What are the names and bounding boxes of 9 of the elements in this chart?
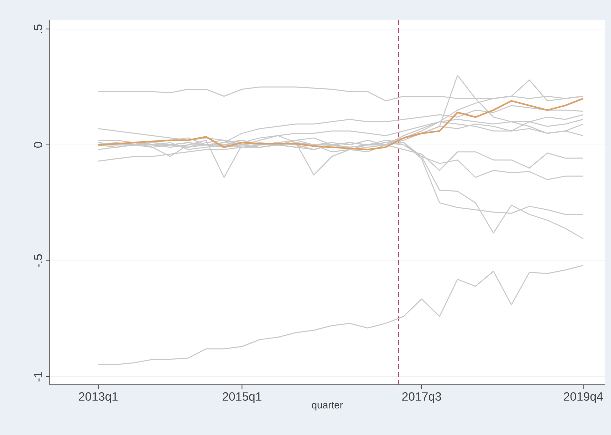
y-tick-label: -.5 <box>34 254 42 268</box>
x-tick-label: 2013q1 <box>79 392 118 404</box>
y-tick-label: 0 <box>34 142 42 148</box>
y-tick-label: -1 <box>34 372 42 382</box>
x-tick-label: 2017q3 <box>402 392 442 404</box>
x-axis-title: quarter <box>312 402 344 411</box>
x-tick-label: 2015q1 <box>222 392 262 404</box>
x-tick-label: 2019q4 <box>564 392 604 404</box>
y-tick-label: .5 <box>34 24 42 34</box>
